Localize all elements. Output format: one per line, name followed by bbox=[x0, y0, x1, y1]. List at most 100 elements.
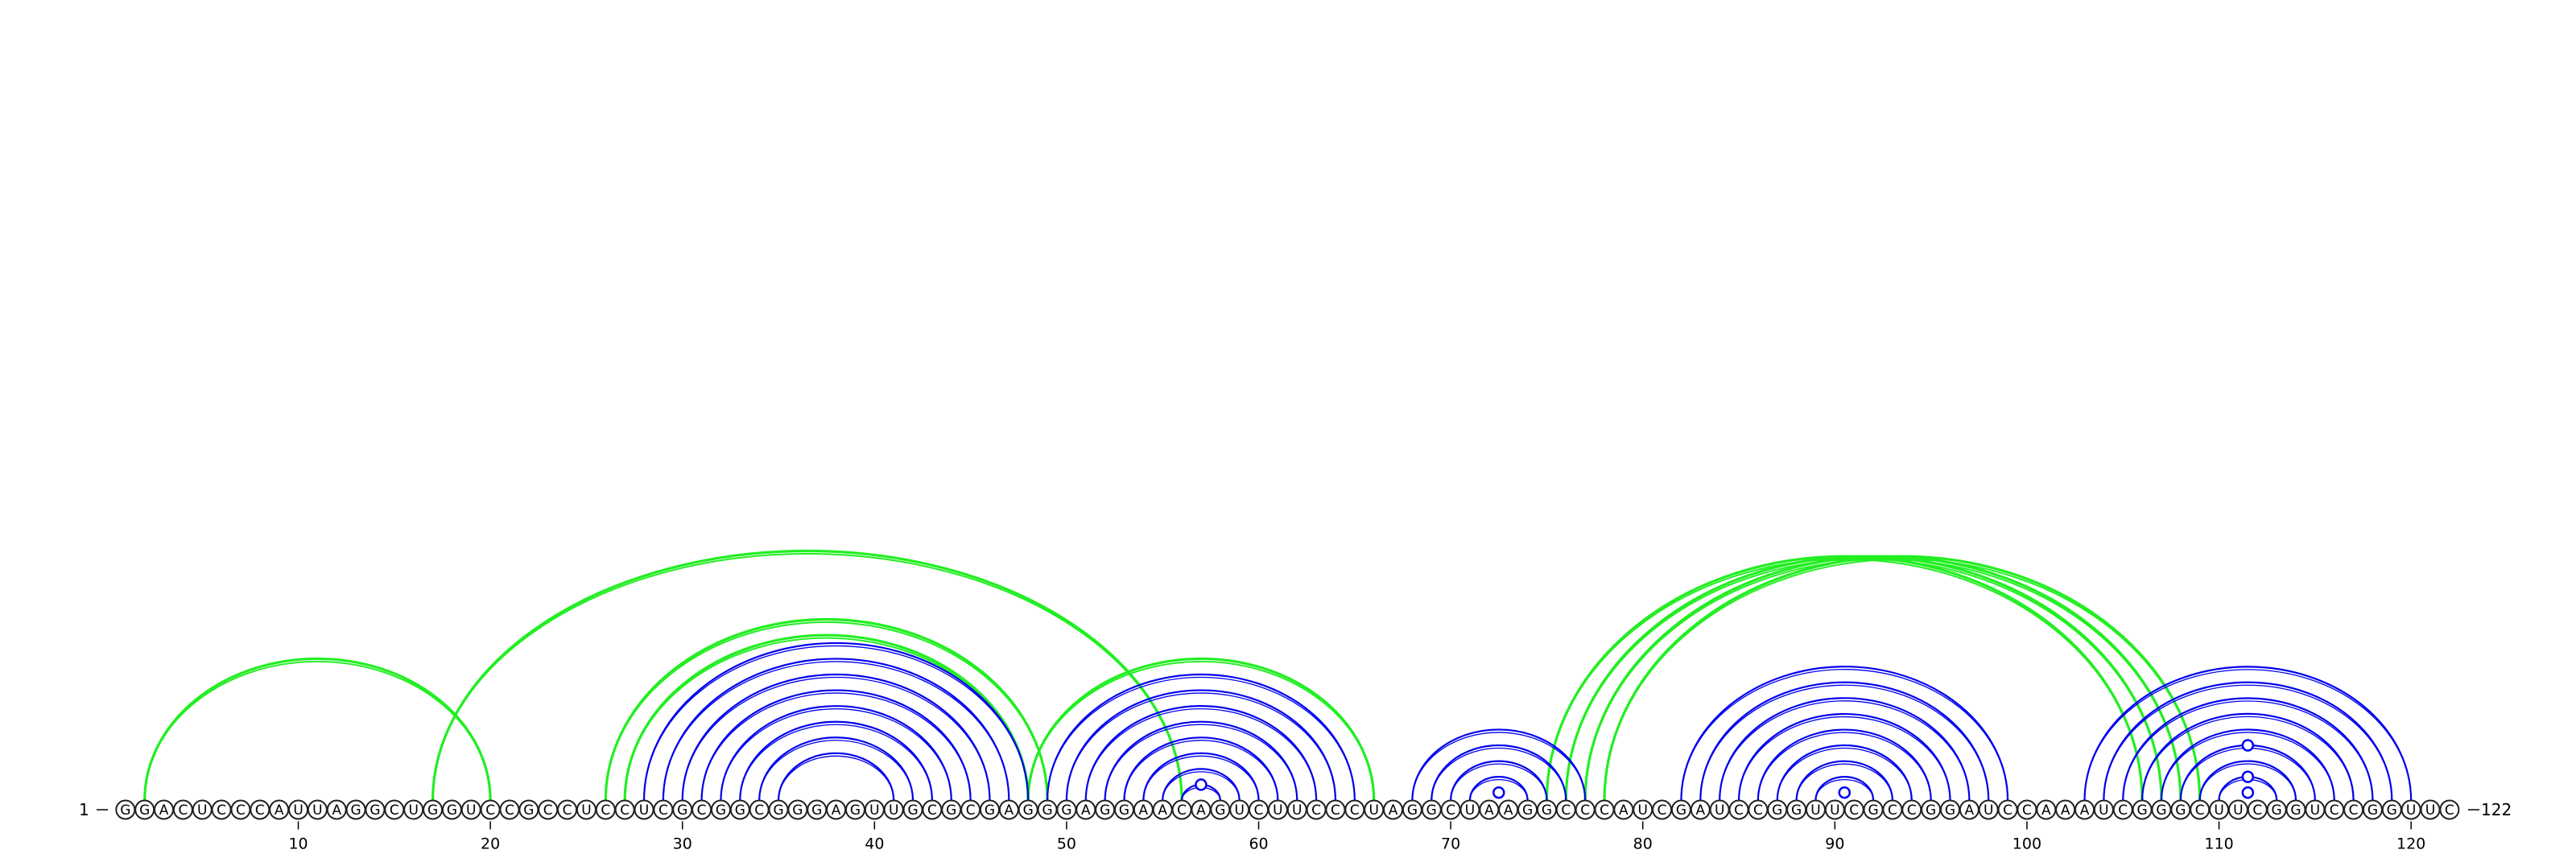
nucleotide-letter: U bbox=[581, 802, 591, 819]
nucleotide-letter: C bbox=[1311, 802, 1321, 819]
blue-pair-arc-inner bbox=[1795, 763, 1893, 801]
gu-wobble-marker bbox=[2241, 770, 2255, 783]
nucleotide-letter: U bbox=[2425, 802, 2435, 819]
nucleotide: G bbox=[518, 799, 539, 820]
nucleotide-letter: A bbox=[1965, 802, 1975, 819]
nucleotide: C bbox=[2017, 799, 2037, 820]
nucleotide: G bbox=[441, 799, 462, 820]
nucleotide-letter: C bbox=[2022, 802, 2032, 819]
nucleotide: G bbox=[729, 799, 750, 820]
blue-pair-arc bbox=[1084, 705, 1318, 801]
blue-pair-arc-inner bbox=[663, 661, 1010, 801]
nucleotide-letter: G bbox=[1676, 802, 1686, 819]
blue-pair-arc-inner bbox=[2083, 669, 2412, 801]
blue-pair-arc bbox=[1162, 768, 1241, 801]
nucleotide: G bbox=[1670, 799, 1691, 820]
nucleotide-letter: C bbox=[1849, 802, 1859, 819]
nucleotide-letter: G bbox=[946, 802, 956, 819]
nucleotide-letter: G bbox=[1926, 802, 1936, 819]
nucleotide: C bbox=[2112, 799, 2133, 820]
blue-pair-arc-inner bbox=[1411, 732, 1586, 801]
nucleotide: G bbox=[1210, 799, 1231, 820]
nucleotide-letter: C bbox=[1600, 802, 1609, 819]
blue-pair-arc bbox=[2103, 681, 2393, 801]
nucleotide: C bbox=[480, 799, 501, 820]
nucleotide: G bbox=[345, 799, 366, 820]
blue-pair-arc-inner bbox=[1046, 676, 1356, 801]
nucleotide-letter: C bbox=[2003, 802, 2013, 819]
nucleotide-letter: G bbox=[1023, 802, 1034, 819]
nucleotide: G bbox=[1863, 799, 1884, 820]
green-pair-arc-inner bbox=[431, 553, 1183, 801]
nucleotide-letter: C bbox=[658, 802, 668, 819]
blue-pair-arc-inner bbox=[778, 755, 894, 801]
nucleotide: U bbox=[192, 799, 213, 820]
nucleotide-letter: U bbox=[1638, 802, 1648, 819]
nucleotide-letter: A bbox=[2041, 802, 2051, 819]
nucleotide: U bbox=[307, 799, 328, 820]
nucleotide: C bbox=[172, 799, 193, 820]
axis-tick-label: 30 bbox=[673, 835, 692, 853]
nucleotide-letter: U bbox=[889, 802, 898, 819]
nucleotide: A bbox=[1959, 799, 1979, 820]
nucleotide: A bbox=[269, 799, 290, 820]
nucleotide-letter: C bbox=[601, 802, 610, 819]
blue-pair-arc-inner bbox=[739, 724, 933, 801]
blue-pair-arc-inner bbox=[1430, 747, 1567, 801]
blue-pair-arc bbox=[662, 658, 1010, 801]
nucleotide-letter: C bbox=[697, 802, 707, 819]
nucleotide-letter: A bbox=[1196, 802, 1206, 819]
nucleotide-letter: C bbox=[1331, 802, 1340, 819]
nucleotide: A bbox=[154, 799, 175, 820]
nucleotide-letter: U bbox=[2310, 802, 2320, 819]
nucleotide: U bbox=[2209, 799, 2230, 820]
sequence-backbone: 1 122 bbox=[79, 800, 2512, 819]
nucleotide: G bbox=[1940, 799, 1960, 820]
nucleotide: A bbox=[1133, 799, 1154, 820]
nucleotide: G bbox=[365, 799, 386, 820]
nucleotide-letter: A bbox=[332, 802, 341, 819]
nucleotide-letter: A bbox=[1139, 802, 1149, 819]
nucleotide-letter: C bbox=[2195, 802, 2205, 819]
blue-pair-arc-inner bbox=[1085, 707, 1317, 801]
nucleotide: C bbox=[2190, 799, 2211, 820]
nucleotide: G bbox=[1056, 799, 1077, 820]
blue-pair-arc-inner bbox=[1450, 763, 1548, 801]
nucleotide-letter: U bbox=[1984, 802, 1993, 819]
nucleotide-letter: G bbox=[792, 802, 803, 819]
nucleotide-letter: A bbox=[1695, 802, 1705, 819]
nucleotide: G bbox=[134, 799, 155, 820]
blue-pair-arc-inner bbox=[1104, 724, 1298, 801]
nucleotide-letter: G bbox=[850, 802, 861, 819]
nucleotide: G bbox=[1114, 799, 1135, 820]
nucleotide: C bbox=[211, 799, 232, 820]
start-position-label: 1 bbox=[79, 800, 89, 819]
nucleotide: G bbox=[1921, 799, 1942, 820]
blue-pair-arc-inner bbox=[700, 692, 972, 801]
blue-pair-arc-inner bbox=[758, 740, 914, 801]
nucleotide: A bbox=[998, 799, 1019, 820]
nucleotide-letter: U bbox=[639, 802, 649, 819]
nucleotide: U bbox=[1709, 799, 1730, 820]
nucleotide-letter: G bbox=[139, 802, 150, 819]
nucleotide-letter: C bbox=[543, 802, 553, 819]
nucleotide-letter: C bbox=[178, 802, 188, 819]
blue-pair-arc bbox=[2122, 697, 2374, 801]
nucleotide-letter: G bbox=[369, 802, 380, 819]
nucleotide: C bbox=[960, 799, 981, 820]
nucleotide: C bbox=[1594, 799, 1615, 820]
nucleotide: G bbox=[1536, 799, 1557, 820]
axis-tick-label: 20 bbox=[481, 835, 500, 853]
nucleotide-letter: U bbox=[869, 802, 879, 819]
nucleotide: U bbox=[883, 799, 904, 820]
nucleotide: U bbox=[1824, 799, 1845, 820]
nucleotide-letter: C bbox=[2330, 802, 2339, 819]
nucleotide: C bbox=[1901, 799, 1922, 820]
nucleotide: G bbox=[844, 799, 865, 820]
nucleotide: G bbox=[2132, 799, 2153, 820]
axis-tick-label: 100 bbox=[2013, 835, 2041, 853]
blue-pair-arc bbox=[642, 641, 1030, 801]
nucleotide: U bbox=[1805, 799, 1826, 820]
blue-pair-arc-inner bbox=[1738, 716, 1951, 801]
nucleotide-letter: U bbox=[2233, 802, 2243, 819]
